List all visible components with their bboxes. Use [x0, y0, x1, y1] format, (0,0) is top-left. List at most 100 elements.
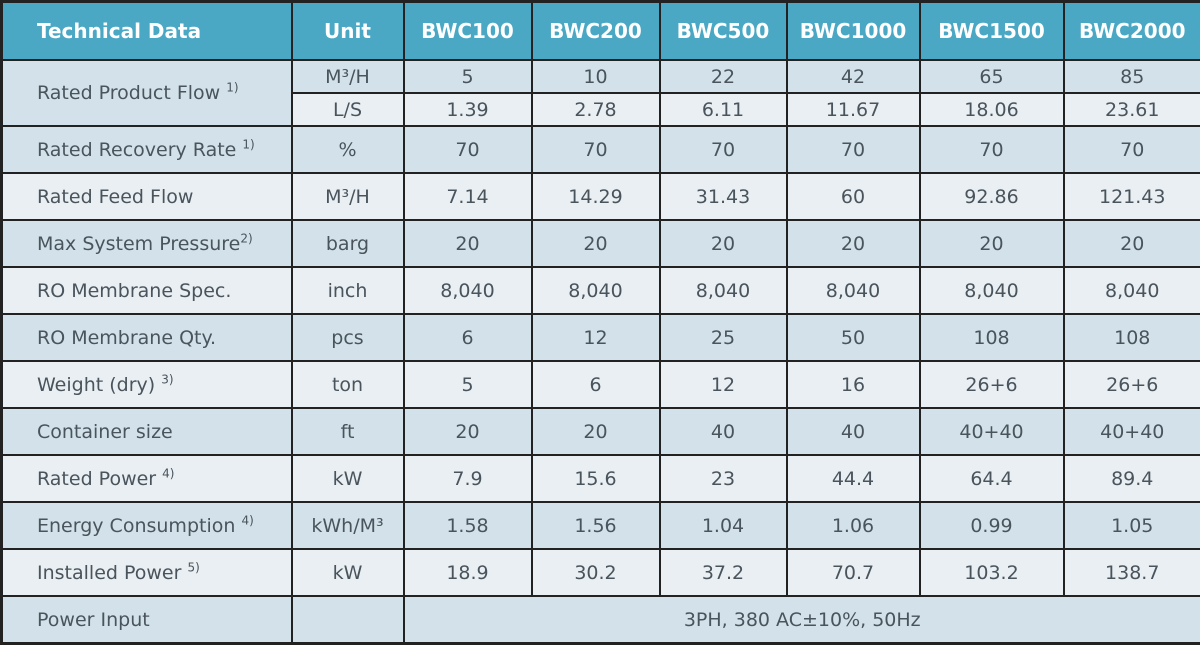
value-cell: 1.39	[402, 92, 533, 127]
value-cell: 10	[530, 59, 661, 94]
row-label-text: Rated Feed Flow	[37, 185, 194, 208]
value-cell: 1.04	[658, 501, 788, 550]
value-cell: 8,040	[658, 266, 788, 315]
table-row: Rated Recovery Rate 1) % 70 70 70 70 70 …	[0, 125, 1200, 174]
value-cell: 20	[658, 219, 788, 268]
value-cell: 40	[785, 407, 921, 456]
header-model-bwc2000: BWC2000	[1062, 0, 1200, 61]
table-row: Rated Power 4) kW 7.9 15.6 23 44.4 64.4 …	[0, 454, 1200, 503]
value-cell: 20	[402, 219, 533, 268]
header-unit: Unit	[290, 0, 405, 61]
power-input-value-cell: 3PH, 380 AC±10%, 50Hz	[402, 595, 1200, 645]
value-cell: 70	[658, 125, 788, 174]
value-cell: 2.78	[530, 92, 661, 127]
row-label-rated-product-flow: Rated Product Flow 1)	[0, 59, 293, 127]
value-cell: 20	[402, 407, 533, 456]
value-cell: 18.06	[918, 92, 1065, 127]
table-row: L/S 1.39 2.78 6.11 11.67 18.06 23.61	[2, 92, 1200, 127]
row-label-rated-feed-flow: Rated Feed Flow	[0, 172, 293, 221]
footnote-marker: 2)	[240, 231, 253, 246]
table-row: Rated Feed Flow M³/H 7.14 14.29 31.43 60…	[0, 172, 1200, 221]
row-label-ro-membrane-qty: RO Membrane Qty.	[0, 313, 293, 362]
row-label-text: RO Membrane Spec.	[37, 279, 232, 302]
value-cell: 26+6	[918, 360, 1065, 409]
table-row: Container size ft 20 20 40 40 40+40 40+4…	[0, 407, 1200, 456]
value-cell: 1.06	[785, 501, 921, 550]
value-cell: 6.11	[658, 92, 788, 127]
row-label-text: RO Membrane Qty.	[37, 326, 217, 349]
value-cell: 20	[530, 407, 661, 456]
value-cell: 6	[530, 360, 661, 409]
row-label-max-system-pressure: Max System Pressure2)	[0, 219, 293, 268]
value-cell: 26+6	[1062, 360, 1200, 409]
value-cell: 5	[402, 59, 533, 94]
value-cell: 70	[530, 125, 661, 174]
unit-cell: inch	[290, 266, 405, 315]
value-cell: 16	[785, 360, 921, 409]
value-cell: 92.86	[918, 172, 1065, 221]
unit-cell: M³/H	[290, 59, 405, 94]
table-row: Power Input 3PH, 380 AC±10%, 50Hz	[0, 595, 1200, 645]
row-label-rated-recovery-rate: Rated Recovery Rate 1)	[0, 125, 293, 174]
header-model-bwc500: BWC500	[658, 0, 788, 61]
value-cell: 5	[402, 360, 533, 409]
value-cell: 42	[785, 59, 921, 94]
footnote-marker: 5)	[187, 560, 200, 575]
row-label-power-input: Power Input	[0, 595, 293, 645]
value-cell: 1.58	[402, 501, 533, 550]
value-cell: 20	[1062, 219, 1200, 268]
value-cell: 7.14	[402, 172, 533, 221]
value-cell: 20	[918, 219, 1065, 268]
header-model-bwc100: BWC100	[402, 0, 533, 61]
value-cell: 70	[918, 125, 1065, 174]
footnote-marker: 4)	[241, 513, 254, 528]
table-row: Installed Power 5) kW 18.9 30.2 37.2 70.…	[0, 548, 1200, 597]
value-cell: 12	[658, 360, 788, 409]
header-model-bwc1500: BWC1500	[918, 0, 1065, 61]
row-label-text: Rated Power	[37, 467, 163, 490]
row-label-text: Max System Pressure	[37, 232, 241, 255]
value-cell: 65	[918, 59, 1065, 94]
value-cell: 7.9	[402, 454, 533, 503]
value-cell: 121.43	[1062, 172, 1200, 221]
value-cell: 14.29	[530, 172, 661, 221]
row-label-text: Rated Recovery Rate	[37, 138, 243, 161]
value-cell: 23	[658, 454, 788, 503]
value-cell: 22	[658, 59, 788, 94]
row-label-text: Rated Product Flow	[37, 82, 227, 104]
value-cell: 70	[402, 125, 533, 174]
footnote-marker: 1)	[242, 137, 255, 152]
unit-cell: pcs	[290, 313, 405, 362]
row-label-weight-dry: Weight (dry) 3)	[0, 360, 293, 409]
table-row: Energy Consumption 4) kWh/M³ 1.58 1.56 1…	[0, 501, 1200, 550]
value-cell: 20	[785, 219, 921, 268]
table-row: RO Membrane Qty. pcs 6 12 25 50 108 108	[0, 313, 1200, 362]
value-cell: 108	[918, 313, 1065, 362]
value-cell: 6	[402, 313, 533, 362]
value-cell: 1.56	[530, 501, 661, 550]
value-cell: 8,040	[402, 266, 533, 315]
value-cell: 70	[785, 125, 921, 174]
value-cell: 64.4	[918, 454, 1065, 503]
footnote-marker: 3)	[161, 372, 174, 387]
row-label-text: Power Input	[37, 608, 150, 631]
value-cell: 40+40	[918, 407, 1065, 456]
value-cell: 37.2	[658, 548, 788, 597]
unit-cell: ft	[290, 407, 405, 456]
row-label-text: Weight (dry)	[37, 373, 162, 396]
value-cell: 1.05	[1062, 501, 1200, 550]
value-cell: 40	[658, 407, 788, 456]
table-row: Max System Pressure2) barg 20 20 20 20 2…	[0, 219, 1200, 268]
value-cell: 0.99	[918, 501, 1065, 550]
row-label-installed-power: Installed Power 5)	[0, 548, 293, 597]
row-label-energy-consumption: Energy Consumption 4)	[0, 501, 293, 550]
value-cell: 44.4	[785, 454, 921, 503]
value-cell: 138.7	[1062, 548, 1200, 597]
header-technical-data: Technical Data	[0, 0, 293, 61]
unit-cell: M³/H	[290, 172, 405, 221]
value-cell: 8,040	[785, 266, 921, 315]
value-cell: 103.2	[918, 548, 1065, 597]
value-cell: 70.7	[785, 548, 921, 597]
unit-cell: ton	[290, 360, 405, 409]
